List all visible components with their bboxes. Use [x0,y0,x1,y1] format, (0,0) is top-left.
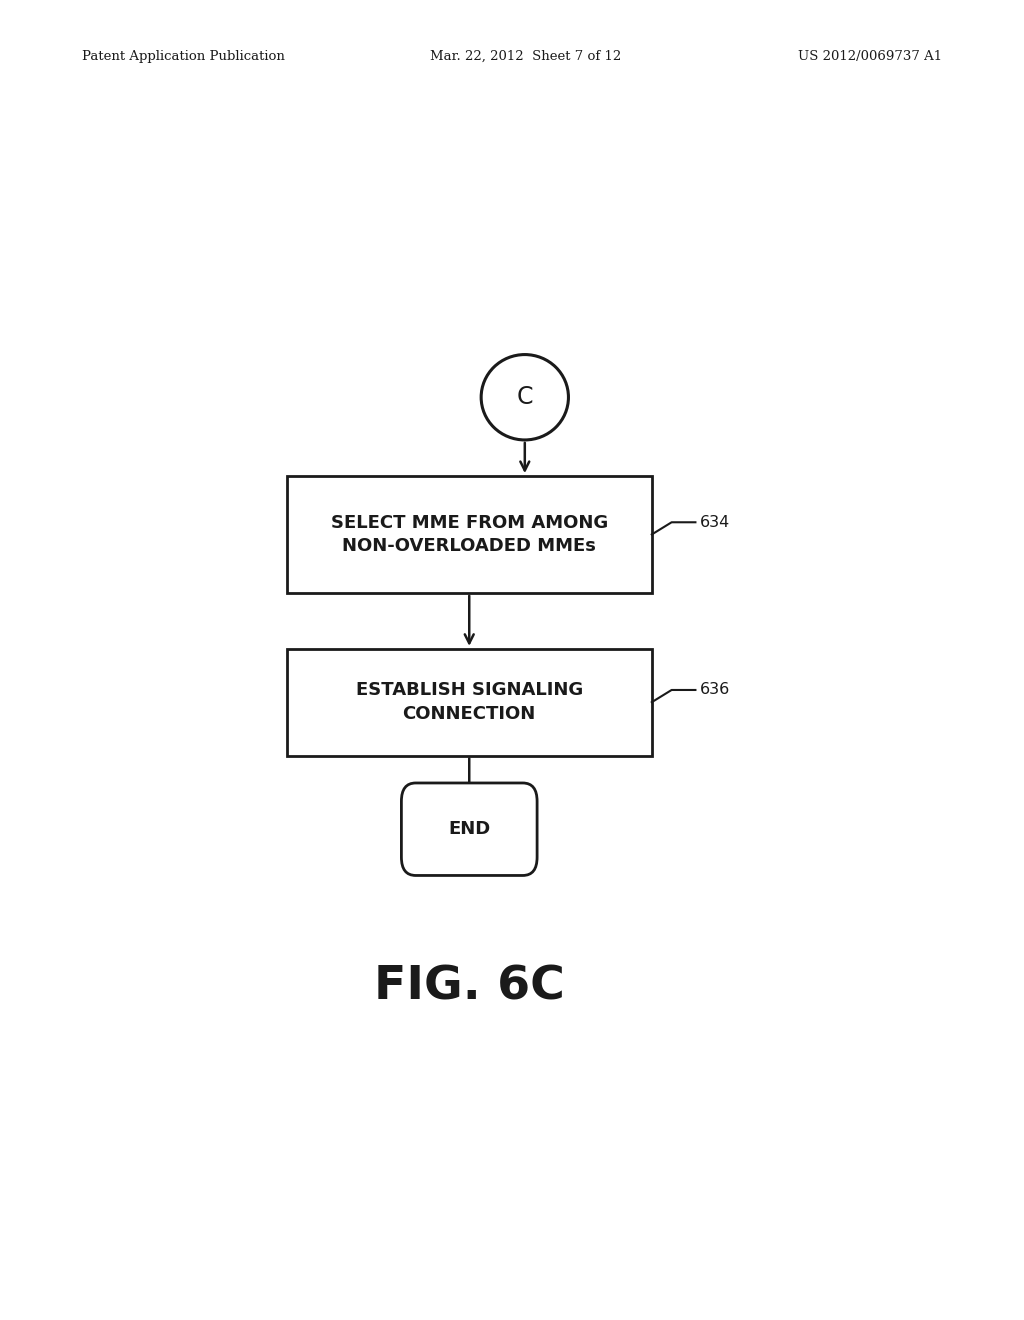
Text: ESTABLISH SIGNALING
CONNECTION: ESTABLISH SIGNALING CONNECTION [355,681,583,723]
Text: 636: 636 [699,682,730,697]
Text: Patent Application Publication: Patent Application Publication [82,50,285,63]
Text: FIG. 6C: FIG. 6C [374,965,564,1010]
Text: END: END [449,820,490,838]
Bar [287,649,652,755]
Bar [287,477,652,593]
FancyBboxPatch shape [401,783,538,875]
Text: Mar. 22, 2012  Sheet 7 of 12: Mar. 22, 2012 Sheet 7 of 12 [430,50,622,63]
Text: US 2012/0069737 A1: US 2012/0069737 A1 [798,50,942,63]
Text: C: C [516,385,534,409]
Text: 634: 634 [699,515,730,529]
Text: SELECT MME FROM AMONG
NON-OVERLOADED MMEs: SELECT MME FROM AMONG NON-OVERLOADED MME… [331,513,608,556]
